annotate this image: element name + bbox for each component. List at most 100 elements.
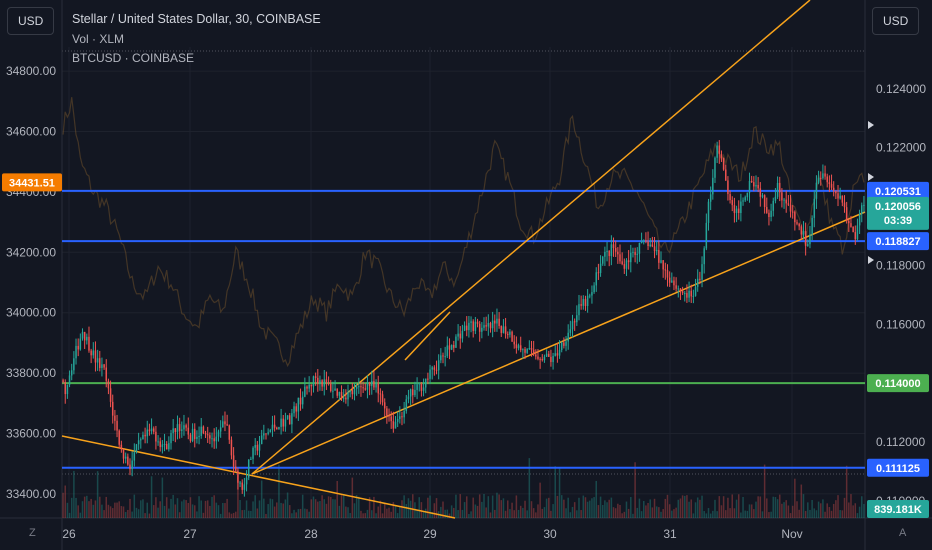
volume-bar [392,502,395,518]
volume-bar [269,498,272,518]
candle-body [709,194,712,202]
candle-body [744,197,746,201]
candle-body [606,250,608,252]
candle-body [591,292,593,296]
volume-bar [329,496,332,518]
level-label: 0.120531 [875,186,921,198]
volume-bar [593,497,595,518]
candle-body [114,415,116,421]
volume-bar [420,502,423,518]
candle-body [152,428,155,432]
candle-body [181,429,183,431]
volume-bar [483,493,485,518]
countdown-label: 03:39 [884,215,912,227]
candle-body [554,353,556,356]
left-currency-button[interactable]: USD [7,7,55,35]
candle-body [593,285,595,293]
volume-bar [578,497,580,518]
candle-body [118,430,120,445]
candle-body [850,223,852,227]
candle-body [371,380,373,386]
volume-bar [599,496,602,518]
auto-scale-toggle[interactable]: A [899,527,907,539]
volume-bar [858,506,861,518]
volume-bar [360,510,362,518]
candle-body [381,394,384,403]
volume-bar [841,510,844,518]
level-label-bg [867,374,929,393]
left-tick-label: 34600.00 [6,125,56,139]
volume-bar [630,497,632,518]
volume-bar [515,495,518,518]
volume-bar [712,510,714,518]
candle-body [256,444,259,451]
candle-body [206,434,209,436]
volume-bar [206,500,209,518]
candle-body [122,449,125,459]
volume-bar [595,480,598,518]
volume-bar [297,509,300,518]
candle-body [696,278,699,287]
candle-body [217,431,220,437]
candle-body [690,290,692,297]
candle-body [727,180,729,195]
volume-bar [778,494,781,518]
candle-body [345,397,347,400]
level-label: 0.114000 [875,378,920,390]
volume-bar [448,513,451,518]
candle-body [532,349,535,355]
volume-bar [468,513,470,518]
candle-body [832,187,835,191]
candle-body [783,199,785,201]
volume-bar [209,505,211,518]
volume-bar [416,509,418,518]
volume-bar [317,501,319,518]
volume-bar [133,494,136,518]
volume-bar [314,499,317,518]
volume-bar [90,498,92,518]
candle-body [355,386,358,389]
axes: 34800.0034600.0034400.0034200.0034000.00… [2,64,929,541]
volume-bar [563,499,565,518]
volume-bar [321,495,323,518]
candle-body [366,382,369,390]
volume-bar [286,492,289,518]
candle-body [625,260,628,269]
candle-body [623,264,626,269]
volume-bar [325,503,328,518]
candle-body [703,248,705,265]
candle-body [627,260,630,263]
volume-bar [362,513,364,518]
candle-body [427,378,429,380]
candle-body [759,188,762,197]
candle-body [120,444,123,450]
candle-body [526,348,528,353]
volume-bar [725,510,727,518]
log-scale-toggle[interactable]: Z [29,527,36,539]
candle-body [193,428,196,439]
candle-body [450,344,453,350]
candle-body [800,226,803,235]
volume-bar [478,494,481,518]
candle-body [431,367,433,370]
candle-body [407,396,410,400]
candle-body [446,345,449,357]
right-tick-label: 0.112000 [876,435,925,449]
right-currency-button[interactable]: USD [872,7,920,35]
candle-body [137,440,140,445]
candle-body [342,397,345,399]
candle-body [725,169,727,181]
volume-bar [334,499,336,518]
candle-body [310,384,313,387]
candle-body [68,375,71,385]
volume-bar [422,510,425,518]
candle-body [282,418,285,427]
volume-bar [789,513,792,518]
candle-body [524,349,526,353]
volume-bar [796,501,798,518]
candle-body [327,382,330,384]
volume-bar [219,513,222,518]
volume-bar [73,470,75,518]
trend-lines [61,0,866,519]
